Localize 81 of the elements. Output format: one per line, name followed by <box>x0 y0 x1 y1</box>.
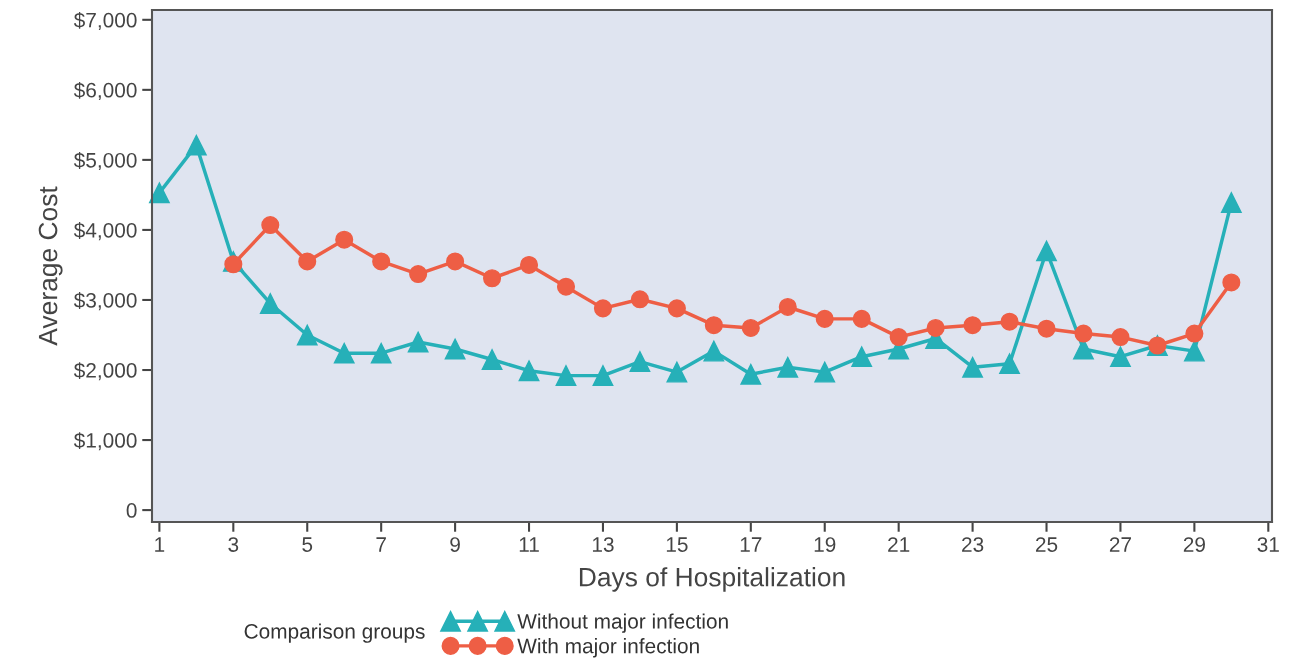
point <box>666 361 688 383</box>
point <box>1111 328 1130 347</box>
legend-label: With major infection <box>517 638 699 658</box>
point <box>259 293 281 314</box>
point <box>778 297 797 317</box>
point <box>889 328 908 347</box>
point <box>814 361 836 383</box>
point <box>999 353 1020 375</box>
point <box>1183 340 1205 362</box>
point <box>1036 240 1057 262</box>
x-tick-label: 9 <box>450 537 460 552</box>
y-axis-title: Average Cost <box>38 186 63 346</box>
point <box>1074 324 1093 343</box>
point <box>481 349 503 370</box>
point <box>1222 273 1241 292</box>
x-tick-label: 13 <box>592 537 614 552</box>
y-tick-label: $7,000 <box>73 11 137 31</box>
x-axis-title: Days of Hospitalization <box>579 567 845 592</box>
point <box>556 277 576 296</box>
point <box>483 269 502 288</box>
y-tick-label: $1,000 <box>73 432 137 451</box>
point <box>703 340 725 362</box>
point <box>185 134 207 156</box>
point <box>777 356 799 378</box>
x-tick-label: 27 <box>1109 537 1131 552</box>
y-tick-label: $2,000 <box>73 362 137 381</box>
point <box>851 346 873 368</box>
point <box>298 252 317 271</box>
point <box>1000 312 1019 331</box>
x-tick-label: 17 <box>740 537 762 552</box>
x-tick-label: 19 <box>814 537 836 552</box>
point <box>741 318 760 338</box>
point <box>409 265 428 284</box>
x-tick-label: 25 <box>1035 537 1058 552</box>
y-tick-label: $3,000 <box>73 292 137 311</box>
y-tick-label: $4,000 <box>73 222 137 241</box>
point <box>372 252 391 271</box>
x-tick-label: 3 <box>228 537 239 552</box>
point <box>370 342 392 364</box>
point <box>261 215 280 235</box>
x-tick-label: 29 <box>1183 537 1205 552</box>
x-tick-label: 15 <box>666 537 688 552</box>
point <box>444 338 466 360</box>
legend-title: Comparison groups <box>244 623 425 643</box>
point <box>296 324 318 346</box>
point <box>555 365 577 387</box>
y-tick-label: $5,000 <box>73 152 137 171</box>
point <box>667 299 686 318</box>
legend-label: Without major infection <box>517 613 728 633</box>
point <box>963 316 982 335</box>
x-tick-label: 1 <box>155 537 165 552</box>
point <box>740 363 762 385</box>
point <box>593 299 612 318</box>
x-tick-label: 11 <box>519 537 539 552</box>
point <box>148 182 170 204</box>
point <box>1037 319 1056 338</box>
point <box>407 331 429 353</box>
point <box>224 255 243 274</box>
y-tick-label: 0 <box>126 503 137 518</box>
x-tick-label: 31 <box>1257 537 1279 552</box>
point <box>815 309 834 328</box>
point <box>1220 192 1242 214</box>
point <box>852 309 871 328</box>
point <box>333 342 355 364</box>
x-tick-label: 5 <box>302 537 313 552</box>
x-tick-label: 23 <box>962 537 984 552</box>
point <box>629 351 651 373</box>
point <box>520 255 539 274</box>
point <box>704 316 723 335</box>
x-tick-label: 7 <box>376 537 386 552</box>
x-tick-label: 21 <box>888 537 910 552</box>
point <box>630 290 649 309</box>
point <box>1110 346 1131 368</box>
point <box>518 360 540 382</box>
point <box>1185 324 1204 343</box>
point <box>962 356 984 378</box>
y-tick-label: $6,000 <box>73 81 137 101</box>
point <box>446 252 465 271</box>
point <box>926 318 945 338</box>
point <box>592 365 614 387</box>
point <box>335 230 354 249</box>
